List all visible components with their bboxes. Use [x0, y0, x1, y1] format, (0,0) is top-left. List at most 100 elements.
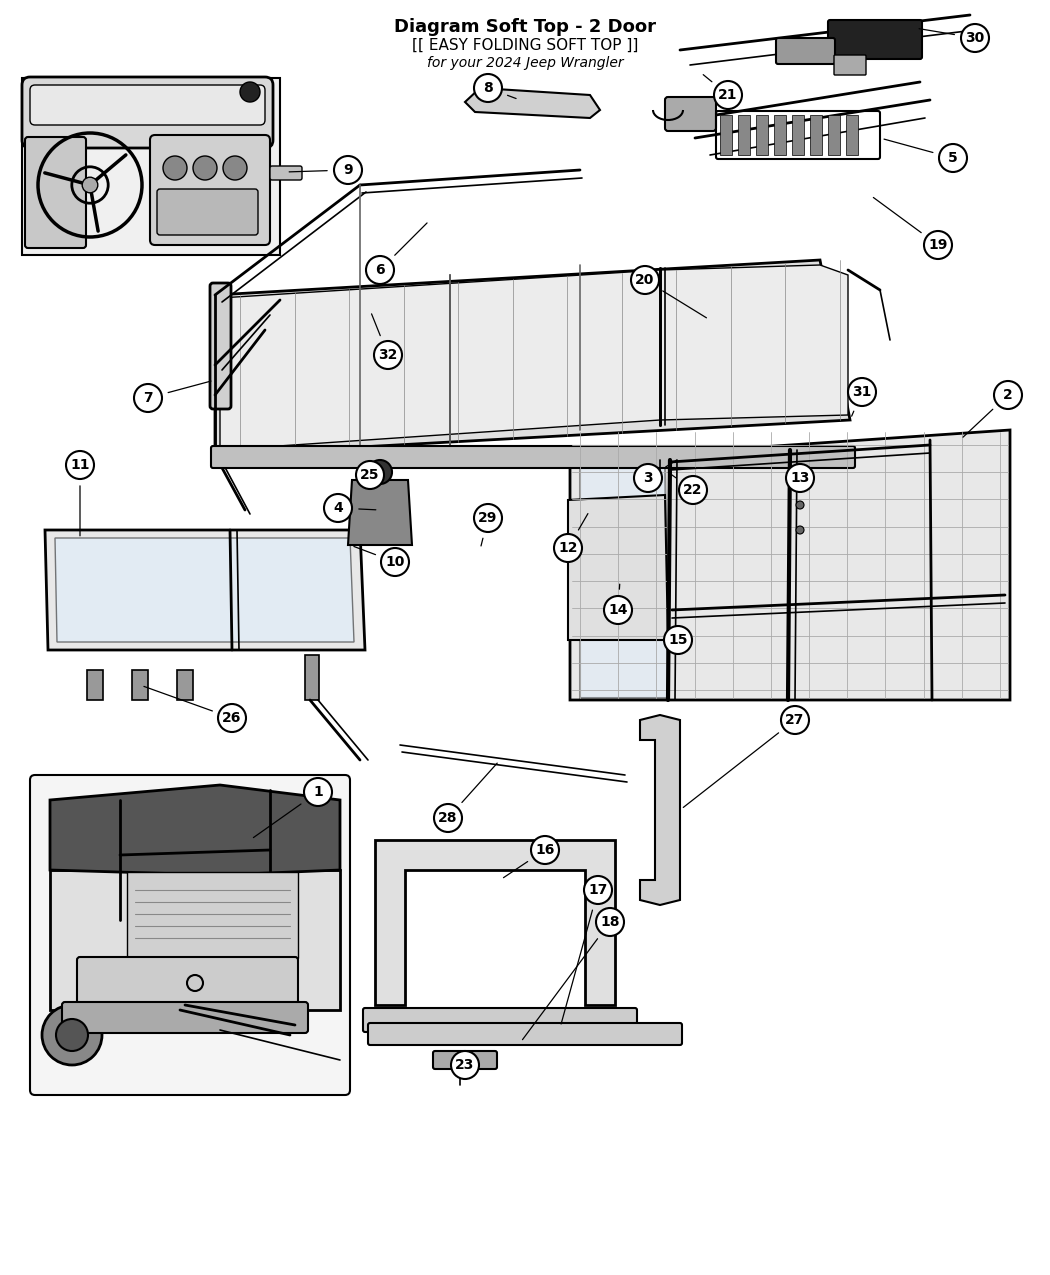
FancyBboxPatch shape — [363, 1009, 637, 1031]
Circle shape — [994, 381, 1022, 409]
Text: 26: 26 — [223, 711, 242, 725]
Polygon shape — [45, 530, 365, 650]
FancyBboxPatch shape — [30, 85, 265, 125]
FancyBboxPatch shape — [158, 189, 258, 235]
Circle shape — [796, 476, 804, 484]
FancyBboxPatch shape — [368, 1023, 682, 1046]
Text: 8: 8 — [483, 82, 492, 96]
FancyBboxPatch shape — [127, 872, 298, 958]
Text: 6: 6 — [375, 263, 384, 277]
FancyBboxPatch shape — [433, 1051, 497, 1068]
Polygon shape — [22, 78, 280, 255]
Circle shape — [531, 836, 559, 864]
Text: 5: 5 — [948, 150, 958, 164]
Text: 11: 11 — [70, 458, 89, 472]
Text: 4: 4 — [333, 501, 343, 515]
Text: [[ EASY FOLDING SOFT TOP ]]: [[ EASY FOLDING SOFT TOP ]] — [412, 38, 638, 54]
Text: Diagram Soft Top - 2 Door: Diagram Soft Top - 2 Door — [394, 18, 656, 36]
Circle shape — [304, 778, 332, 806]
Circle shape — [631, 266, 659, 295]
FancyBboxPatch shape — [738, 115, 750, 156]
Text: 13: 13 — [791, 470, 810, 484]
FancyBboxPatch shape — [77, 958, 298, 1009]
Circle shape — [714, 82, 742, 108]
Circle shape — [781, 706, 809, 734]
Circle shape — [452, 1051, 479, 1079]
Polygon shape — [375, 840, 615, 1005]
Circle shape — [334, 156, 362, 184]
Circle shape — [604, 595, 632, 623]
FancyBboxPatch shape — [774, 115, 786, 156]
FancyBboxPatch shape — [810, 115, 822, 156]
Polygon shape — [215, 260, 851, 455]
Circle shape — [223, 156, 247, 180]
Text: 22: 22 — [684, 483, 702, 497]
Text: 30: 30 — [965, 31, 985, 45]
Circle shape — [381, 548, 410, 576]
FancyBboxPatch shape — [828, 115, 840, 156]
Circle shape — [679, 476, 707, 504]
Circle shape — [163, 156, 187, 180]
Text: 7: 7 — [143, 391, 153, 405]
Circle shape — [240, 82, 260, 102]
Circle shape — [218, 704, 246, 732]
FancyBboxPatch shape — [776, 38, 835, 64]
FancyBboxPatch shape — [30, 775, 350, 1095]
Text: 3: 3 — [644, 470, 653, 484]
FancyBboxPatch shape — [150, 135, 270, 245]
Circle shape — [961, 24, 989, 52]
FancyBboxPatch shape — [270, 166, 302, 180]
Polygon shape — [50, 785, 340, 875]
Polygon shape — [220, 265, 848, 450]
Text: 18: 18 — [601, 915, 619, 929]
FancyBboxPatch shape — [210, 283, 231, 409]
Circle shape — [374, 340, 402, 368]
Circle shape — [584, 876, 612, 904]
Circle shape — [56, 1019, 88, 1051]
Text: 14: 14 — [608, 603, 628, 617]
Circle shape — [924, 231, 952, 259]
Circle shape — [664, 626, 692, 654]
Polygon shape — [348, 479, 412, 544]
FancyBboxPatch shape — [177, 669, 193, 700]
Text: 12: 12 — [559, 541, 578, 555]
Text: 9: 9 — [343, 163, 353, 177]
FancyBboxPatch shape — [756, 115, 768, 156]
FancyBboxPatch shape — [828, 20, 922, 59]
Text: 29: 29 — [479, 511, 498, 525]
Text: 28: 28 — [438, 811, 458, 825]
Text: 16: 16 — [536, 843, 554, 857]
Circle shape — [368, 460, 392, 484]
Circle shape — [134, 384, 162, 412]
Circle shape — [82, 177, 98, 193]
Text: 25: 25 — [360, 468, 380, 482]
Text: 19: 19 — [928, 238, 948, 252]
Circle shape — [366, 256, 394, 284]
FancyBboxPatch shape — [25, 136, 86, 249]
Text: 17: 17 — [588, 884, 608, 898]
FancyBboxPatch shape — [132, 669, 148, 700]
Text: 21: 21 — [718, 88, 738, 102]
Polygon shape — [580, 462, 668, 697]
Circle shape — [42, 1005, 102, 1065]
FancyBboxPatch shape — [834, 55, 866, 75]
FancyBboxPatch shape — [87, 669, 103, 700]
Polygon shape — [570, 430, 1010, 700]
Circle shape — [324, 493, 352, 521]
Circle shape — [939, 144, 967, 172]
Circle shape — [796, 527, 804, 534]
FancyBboxPatch shape — [304, 655, 319, 700]
Circle shape — [66, 451, 94, 479]
Text: 2: 2 — [1003, 388, 1013, 402]
Text: 27: 27 — [785, 713, 804, 727]
Circle shape — [474, 504, 502, 532]
FancyBboxPatch shape — [22, 76, 273, 148]
FancyBboxPatch shape — [211, 446, 855, 468]
Circle shape — [474, 74, 502, 102]
Circle shape — [434, 805, 462, 833]
Text: for your 2024 Jeep Wrangler: for your 2024 Jeep Wrangler — [426, 56, 624, 70]
Circle shape — [356, 462, 384, 490]
FancyBboxPatch shape — [846, 115, 858, 156]
FancyBboxPatch shape — [792, 115, 804, 156]
Circle shape — [848, 377, 876, 405]
